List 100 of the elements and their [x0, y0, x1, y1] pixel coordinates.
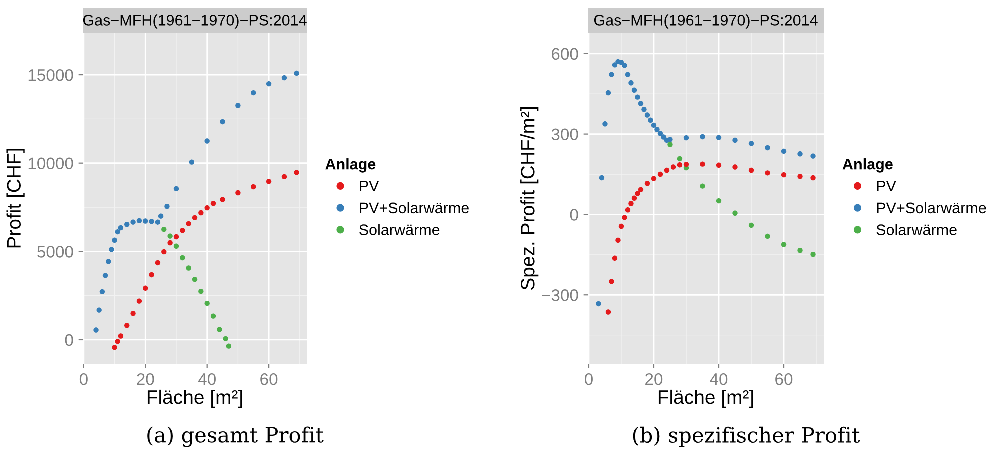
point	[609, 279, 614, 284]
point	[168, 234, 173, 239]
legend-label: Solarwärme	[360, 224, 440, 236]
point	[210, 201, 216, 206]
y-tick-label: 300	[552, 128, 578, 141]
point	[204, 205, 210, 211]
point	[266, 179, 272, 184]
point	[716, 135, 722, 140]
point	[180, 228, 186, 234]
point	[700, 162, 706, 167]
point	[236, 190, 241, 196]
point	[732, 164, 738, 170]
point	[625, 208, 631, 213]
point	[716, 198, 722, 204]
point	[294, 170, 300, 176]
legend-label: PV+Solarwärme	[877, 202, 986, 214]
point	[781, 172, 787, 178]
point	[732, 210, 738, 216]
point	[765, 145, 770, 151]
point	[810, 154, 816, 159]
point	[223, 336, 228, 342]
point	[236, 103, 241, 108]
point	[748, 168, 754, 174]
point	[112, 238, 118, 243]
point	[638, 101, 644, 106]
point	[266, 81, 272, 87]
point	[112, 344, 118, 350]
point	[180, 255, 186, 261]
point	[155, 220, 161, 225]
point	[635, 191, 640, 196]
point	[96, 308, 102, 313]
legend-label: PV	[877, 181, 896, 192]
point	[124, 222, 130, 228]
text: (b) spezifischer Profit	[633, 426, 860, 448]
point	[677, 162, 683, 168]
x-tick-label: 20	[137, 373, 154, 386]
point	[632, 196, 638, 201]
point	[622, 215, 628, 220]
point	[632, 88, 638, 93]
point	[100, 289, 106, 295]
point	[810, 175, 816, 181]
point	[612, 256, 618, 261]
point	[118, 225, 124, 231]
point	[102, 273, 108, 278]
point	[628, 201, 634, 206]
point	[606, 310, 612, 315]
point	[700, 184, 706, 189]
point	[204, 300, 210, 306]
point	[130, 220, 136, 225]
y-tick-label: 600	[552, 48, 578, 60]
x-tick-label: 40	[198, 373, 216, 386]
point	[294, 70, 300, 76]
x-tick-label: 0	[80, 373, 88, 386]
point	[810, 252, 816, 258]
x-tick-label: 20	[646, 373, 663, 386]
x-tick-label: 60	[776, 373, 793, 386]
point	[130, 311, 136, 316]
point	[186, 221, 192, 227]
point	[654, 127, 660, 132]
point	[648, 118, 654, 123]
point	[798, 248, 803, 254]
point	[618, 224, 624, 230]
point	[155, 260, 161, 266]
point	[282, 174, 288, 180]
point	[186, 266, 192, 271]
point	[106, 259, 112, 264]
point	[628, 80, 634, 86]
point	[668, 142, 673, 148]
point	[644, 181, 650, 186]
point	[664, 168, 670, 174]
y-axis-title: Spez. Profit [CHF/m²]	[520, 108, 539, 290]
point	[162, 249, 167, 255]
point	[668, 137, 673, 142]
point	[149, 219, 154, 224]
point	[658, 172, 664, 178]
point	[622, 63, 628, 68]
x-tick-label: 40	[710, 373, 728, 386]
point	[651, 122, 657, 128]
point	[109, 247, 114, 252]
point	[638, 187, 644, 192]
point	[220, 197, 226, 202]
point	[642, 107, 647, 112]
point	[149, 272, 154, 278]
point	[765, 234, 770, 240]
point	[599, 175, 605, 181]
y-tick-label: 15000	[28, 69, 74, 82]
point	[282, 75, 288, 81]
point	[136, 298, 142, 304]
point	[198, 210, 204, 216]
point	[115, 338, 120, 344]
point	[781, 242, 787, 248]
point	[174, 186, 180, 192]
x-tick-label: 60	[260, 373, 278, 386]
y-tick-label: −300	[542, 290, 578, 302]
point	[124, 323, 130, 328]
point	[174, 234, 180, 240]
point	[684, 135, 690, 141]
point	[670, 164, 676, 170]
point	[251, 90, 256, 96]
point	[651, 176, 657, 182]
